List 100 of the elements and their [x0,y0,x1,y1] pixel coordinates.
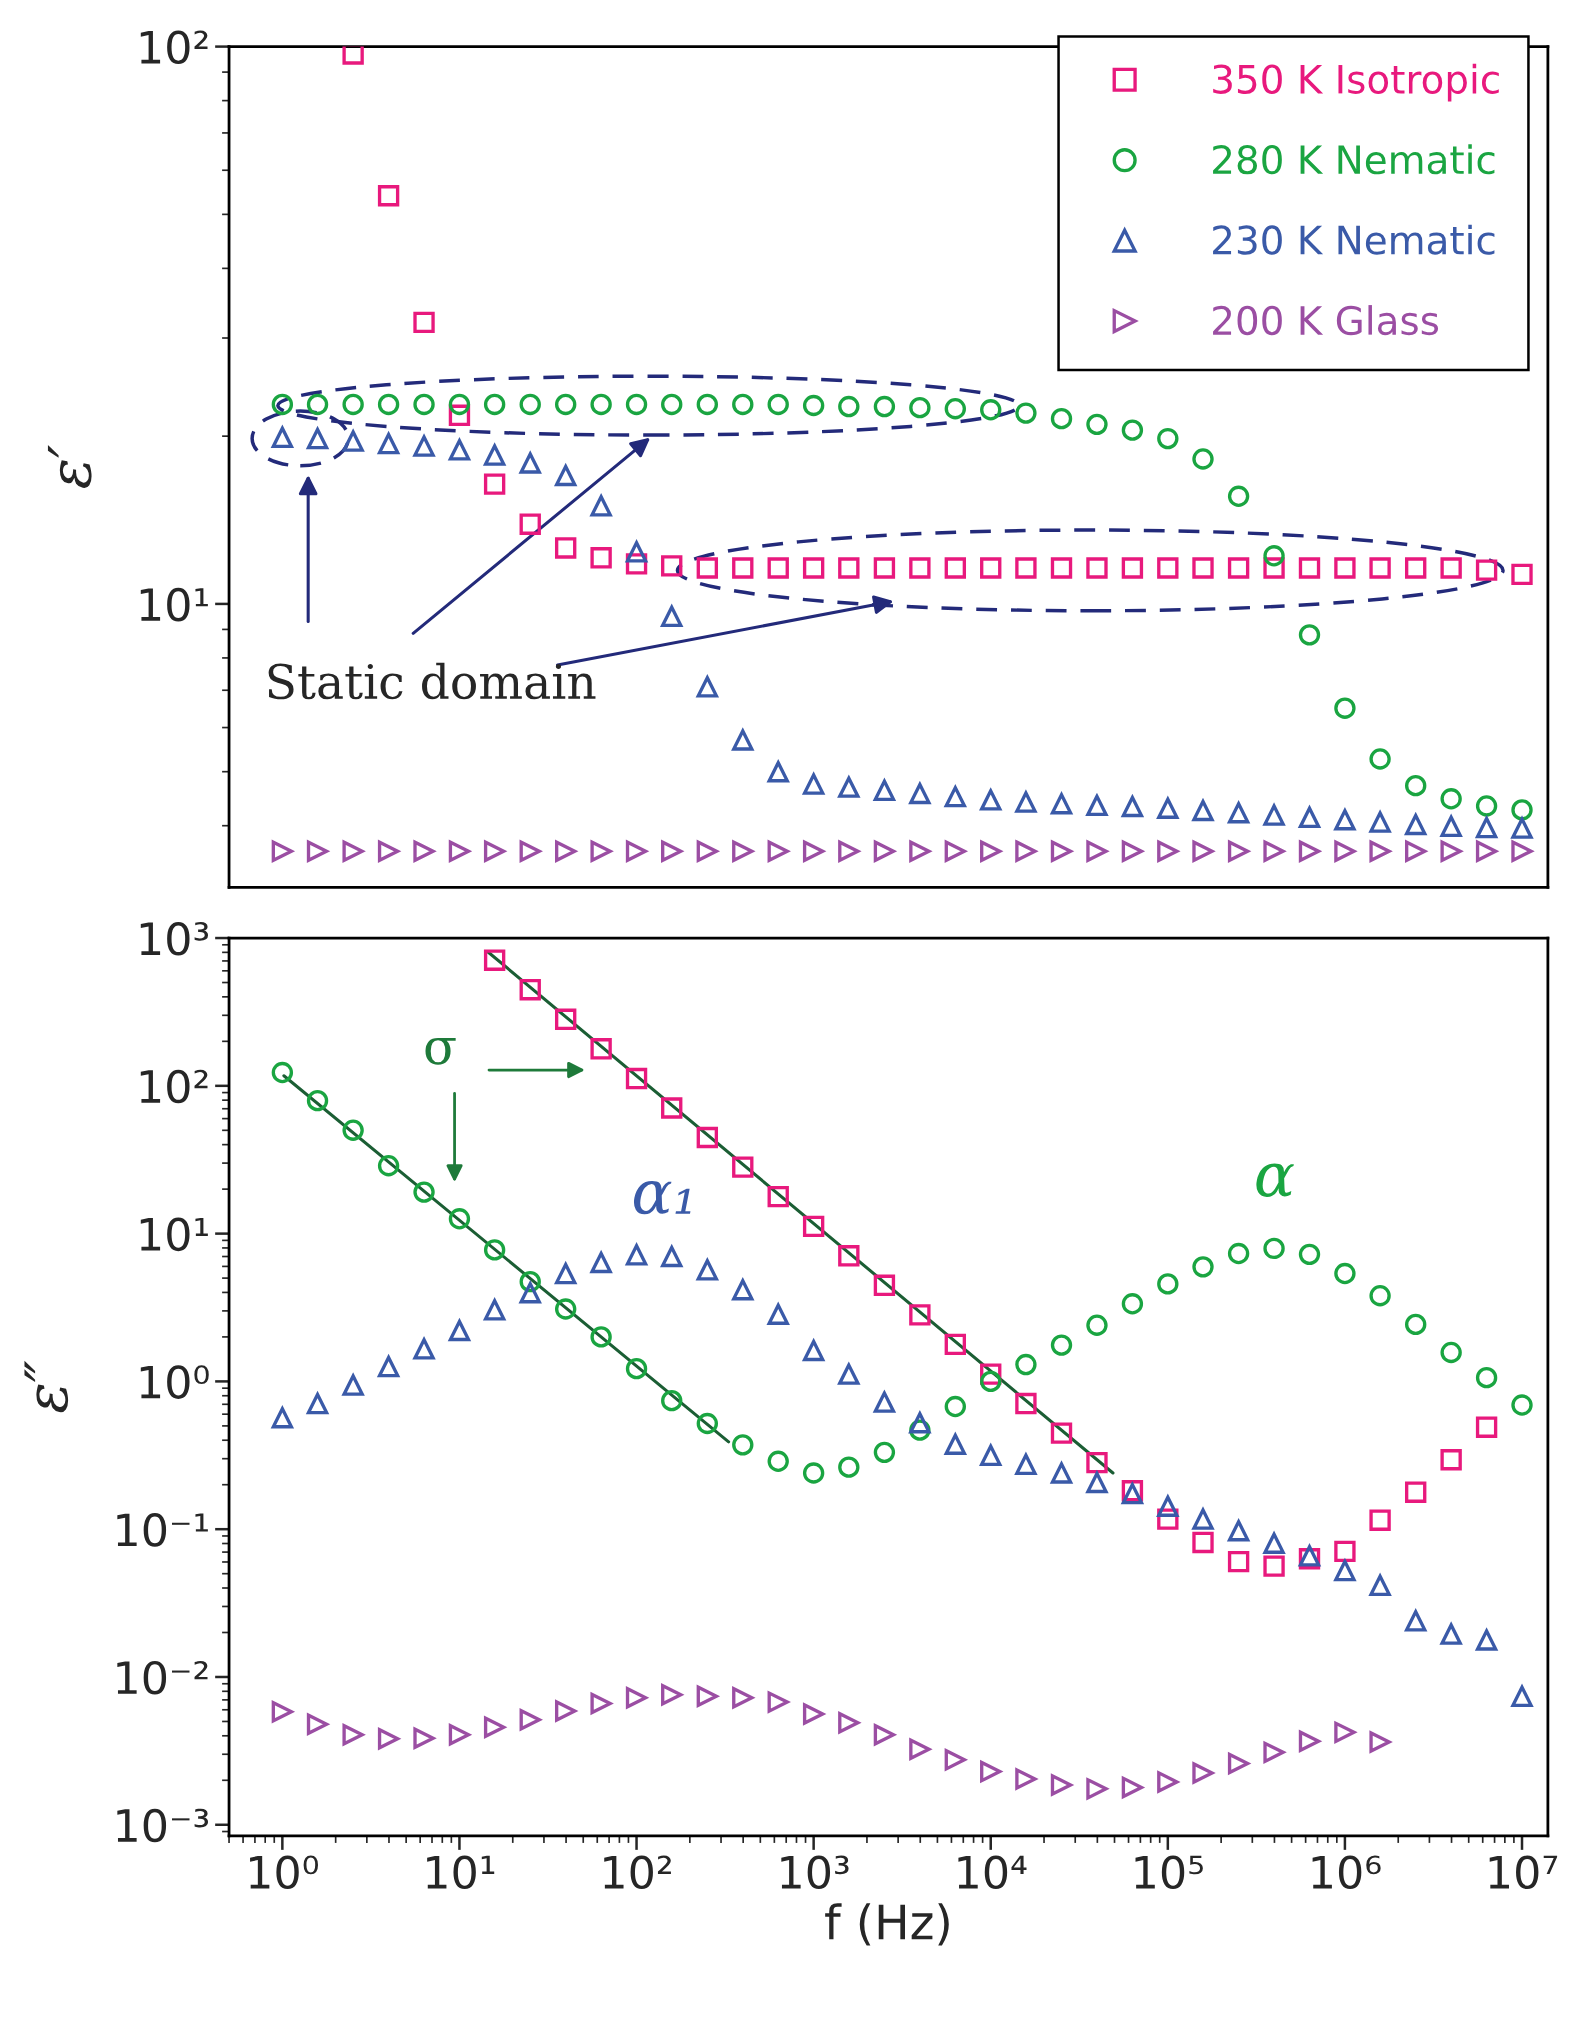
point [1192,1508,1214,1530]
point [448,1208,471,1230]
point [1511,799,1533,821]
y-tick-label: 10³ [140,921,209,956]
point [377,839,402,863]
point [590,1038,612,1060]
point [1121,1293,1144,1315]
point [1369,748,1391,770]
point [1263,804,1285,826]
point [1192,1531,1214,1554]
point [980,789,1002,811]
point [838,1456,860,1478]
point [342,840,364,862]
legend-label: 350 K Isotropic [1213,63,1499,102]
point [377,430,401,455]
point [271,1407,294,1429]
point [554,1699,579,1723]
point [1334,840,1356,862]
point [448,439,471,461]
y-tick-label: 10¹ [140,587,208,622]
point [1086,1778,1108,1800]
point [1369,1731,1391,1753]
point [696,1259,719,1281]
point [1156,1493,1180,1517]
point [271,393,294,416]
point [696,676,719,698]
point [1440,1623,1462,1645]
point [909,840,931,862]
point [1192,1256,1214,1278]
point [483,473,506,495]
point [1440,1341,1462,1364]
point [1121,1776,1144,1799]
point [1050,1774,1073,1796]
point [1510,1683,1534,1707]
point [625,1357,648,1380]
point [767,1303,789,1325]
x-tick-label: 10⁵ [1135,1855,1203,1890]
point [944,398,967,420]
point [1405,1313,1427,1336]
point [732,1434,754,1456]
point [270,424,294,449]
point [1015,402,1037,424]
point [554,1298,577,1320]
point [661,1389,683,1412]
y-tick-label: 10⁻² [117,1660,208,1695]
point [979,1442,1003,1467]
point [1334,697,1356,719]
point [306,1089,329,1112]
point [413,1338,435,1360]
point [306,393,329,416]
point [980,557,1002,579]
point [909,1304,931,1326]
point [1192,840,1214,862]
point [1157,797,1179,819]
point [447,1317,471,1342]
annotation: σ [425,1038,456,1065]
point [1475,559,1498,581]
point [1227,839,1252,863]
point [1475,795,1498,817]
legend-label: 200 K Glass [1213,305,1439,336]
point [1263,1555,1285,1577]
point [1511,817,1533,839]
point [944,785,967,808]
point [1334,557,1356,579]
legend-label: 230 K Nematic [1213,224,1495,255]
point [342,46,364,65]
point [1439,813,1463,837]
point [802,773,825,795]
point [838,840,860,862]
point [1121,840,1144,862]
point [1440,840,1462,862]
point [732,557,754,579]
point [802,1702,827,1726]
point [413,840,435,862]
point [732,1686,756,1710]
point [1405,774,1427,797]
point [1157,840,1179,862]
point [1369,1285,1391,1307]
point [980,1759,1004,1784]
point [554,1260,578,1285]
point [767,1185,789,1208]
point [802,1337,826,1362]
point [1368,1572,1392,1597]
point [802,1462,825,1484]
point [838,776,860,798]
point [1192,557,1214,579]
point [483,1299,506,1321]
point [1050,1334,1073,1356]
point [1440,788,1462,810]
point [873,840,896,862]
point [554,462,578,487]
point [483,1239,506,1261]
point [661,839,685,863]
point [377,185,400,207]
point [767,557,789,579]
point [872,777,896,801]
point [377,1353,401,1378]
point [1263,545,1285,567]
point [1050,793,1073,815]
point [873,1441,896,1464]
